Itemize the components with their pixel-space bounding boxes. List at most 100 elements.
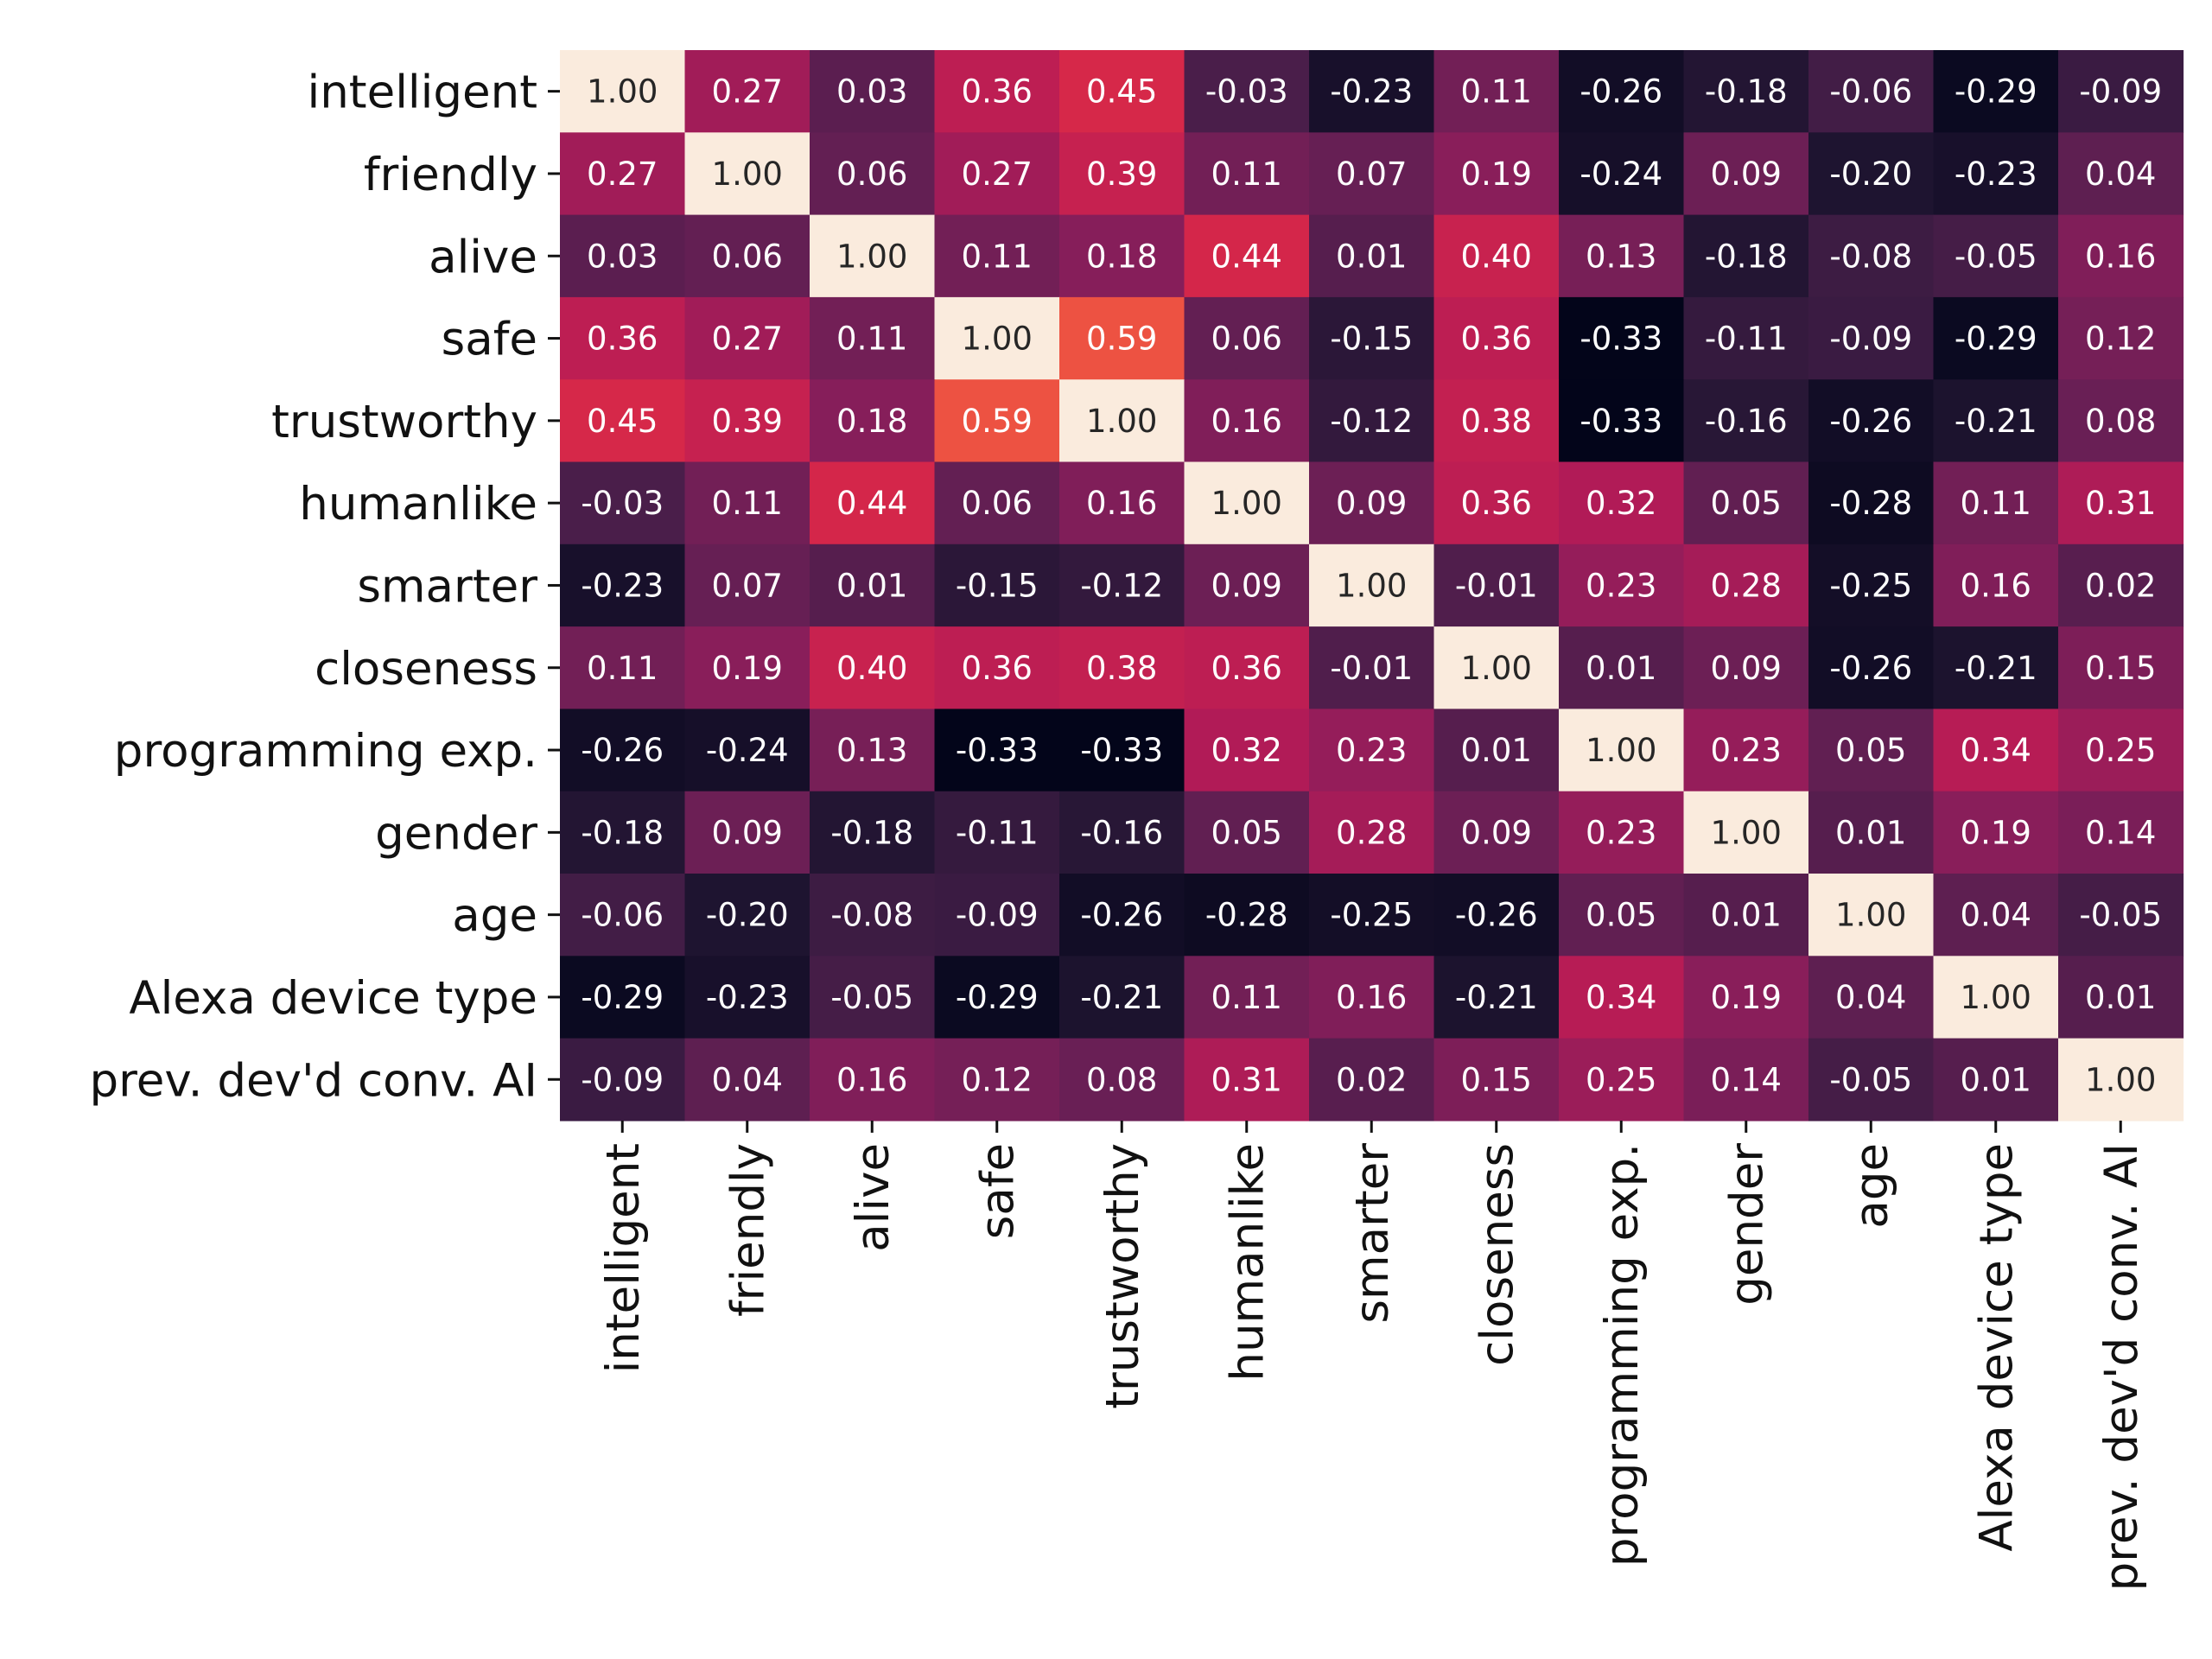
y-tick-label: intelligent bbox=[307, 67, 537, 119]
heatmap-cell bbox=[1059, 874, 1185, 957]
heatmap-cell bbox=[1683, 626, 1809, 709]
cell-value-label: 0.44 bbox=[1211, 238, 1282, 275]
heatmap-cell bbox=[1808, 791, 1935, 874]
heatmap-cell bbox=[1309, 956, 1435, 1039]
cell-value-label: 0.36 bbox=[1211, 650, 1282, 687]
cell-value-label: -0.06 bbox=[1829, 73, 1912, 111]
cell-value-label: 1.00 bbox=[1961, 979, 2031, 1016]
cell-value-label: -0.09 bbox=[956, 897, 1039, 934]
heatmap-cell bbox=[810, 543, 936, 627]
cell-value-label: -0.29 bbox=[956, 979, 1039, 1016]
heatmap-cell bbox=[1933, 296, 2059, 380]
cell-value-label: -0.25 bbox=[1330, 897, 1413, 934]
cell-value-label: -0.09 bbox=[581, 1061, 664, 1098]
cell-value-label: 0.23 bbox=[1711, 732, 1782, 769]
x-tick-label: age bbox=[1846, 1143, 1898, 1229]
cell-value-label: -0.21 bbox=[1455, 979, 1538, 1016]
cell-value-label: 0.38 bbox=[1086, 650, 1157, 687]
cell-value-label: 0.06 bbox=[1211, 321, 1282, 358]
cell-value-label: 0.09 bbox=[1711, 650, 1782, 687]
cell-value-label: 0.36 bbox=[1461, 485, 1532, 522]
heatmap-cell bbox=[1184, 1038, 1310, 1122]
heatmap-cell bbox=[1433, 543, 1560, 627]
heatmap-cell bbox=[1933, 1038, 2059, 1122]
cell-value-label: 0.59 bbox=[1086, 321, 1157, 358]
heatmap-cell bbox=[810, 50, 936, 133]
heatmap-cell bbox=[1559, 379, 1685, 463]
heatmap-cell bbox=[1683, 296, 1809, 380]
x-tick-label: Alexa device type bbox=[1971, 1143, 2024, 1552]
heatmap-cell bbox=[934, 626, 1060, 709]
heatmap-cell bbox=[1059, 626, 1185, 709]
heatmap-cell bbox=[1933, 874, 2059, 957]
heatmap-cell bbox=[1559, 626, 1685, 709]
cell-value-label: 0.09 bbox=[712, 814, 783, 851]
heatmap-cell bbox=[1433, 956, 1560, 1039]
cell-value-label: 1.00 bbox=[1461, 650, 1532, 687]
x-tick-label: programming exp. bbox=[1596, 1143, 1649, 1567]
cell-value-label: 0.06 bbox=[962, 485, 1033, 522]
cell-value-label: 1.00 bbox=[712, 156, 783, 193]
heatmap-cell bbox=[560, 379, 686, 463]
heatmap-cell bbox=[684, 874, 810, 957]
heatmap-cells bbox=[560, 50, 2184, 1122]
cell-value-label: 0.01 bbox=[1586, 650, 1656, 687]
heatmap-cell bbox=[1808, 874, 1935, 957]
y-tick-label: Alexa device type bbox=[129, 972, 537, 1025]
cell-value-label: -0.08 bbox=[830, 897, 913, 934]
heatmap-cell bbox=[810, 296, 936, 380]
cell-value-label: 0.01 bbox=[1461, 732, 1532, 769]
heatmap-cell bbox=[1559, 709, 1685, 792]
heatmap-cell bbox=[1933, 709, 2059, 792]
cell-value-label: 0.16 bbox=[1336, 979, 1407, 1016]
cell-value-label: 0.11 bbox=[1961, 485, 2031, 522]
heatmap-cell bbox=[1433, 709, 1560, 792]
heatmap-cell bbox=[2058, 132, 2184, 216]
cell-value-label: 0.19 bbox=[1461, 156, 1532, 193]
heatmap-cell bbox=[1559, 1038, 1685, 1122]
cell-value-label: 0.59 bbox=[962, 403, 1033, 440]
x-tick-label: intelligent bbox=[597, 1143, 650, 1374]
cell-value-label: -0.23 bbox=[1330, 73, 1413, 111]
heatmap-cell bbox=[934, 461, 1060, 545]
heatmap-cell bbox=[1808, 50, 1935, 133]
cell-value-label: 0.19 bbox=[1961, 814, 2031, 851]
heatmap-cell bbox=[1309, 296, 1435, 380]
cell-value-label: 0.02 bbox=[1336, 1061, 1407, 1098]
cell-value-label: -0.09 bbox=[2079, 73, 2162, 111]
heatmap-cell bbox=[1309, 709, 1435, 792]
cell-value-label: 0.25 bbox=[1586, 1061, 1656, 1098]
heatmap-cell bbox=[1808, 626, 1935, 709]
cell-value-label: 0.15 bbox=[1461, 1061, 1532, 1098]
heatmap-cell bbox=[1059, 50, 1185, 133]
cell-value-label: 0.23 bbox=[1586, 567, 1656, 604]
heatmap-cell bbox=[1683, 461, 1809, 545]
cell-value-label: 0.36 bbox=[962, 73, 1033, 111]
heatmap-cell bbox=[560, 709, 686, 792]
cell-value-label: 0.16 bbox=[1086, 485, 1157, 522]
cell-value-label: 0.11 bbox=[836, 321, 907, 358]
cell-value-label: 0.27 bbox=[962, 156, 1033, 193]
cell-value-label: 0.45 bbox=[587, 403, 658, 440]
heatmap-cell bbox=[1933, 50, 2059, 133]
cell-value-label: -0.05 bbox=[2079, 897, 2162, 934]
cell-value-label: -0.06 bbox=[581, 897, 664, 934]
cell-value-label: 0.34 bbox=[1961, 732, 2031, 769]
cell-value-label: 0.09 bbox=[1336, 485, 1407, 522]
x-tick-label: friendly bbox=[722, 1143, 775, 1317]
heatmap-cell bbox=[2058, 1038, 2184, 1122]
heatmap-cell bbox=[1309, 543, 1435, 627]
cell-value-label: -0.25 bbox=[1829, 567, 1912, 604]
heatmap-cell bbox=[1808, 379, 1935, 463]
cell-value-label: 0.39 bbox=[1086, 156, 1157, 193]
cell-value-label: -0.21 bbox=[1955, 403, 2037, 440]
cell-value-label: 0.23 bbox=[1336, 732, 1407, 769]
cell-value-label: 0.05 bbox=[1586, 897, 1656, 934]
heatmap-cell bbox=[1184, 543, 1310, 627]
cell-value-label: 0.07 bbox=[712, 567, 783, 604]
heatmap-cell bbox=[560, 626, 686, 709]
heatmap-cell bbox=[1933, 626, 2059, 709]
cell-value-label: 0.19 bbox=[712, 650, 783, 687]
heatmap-cell bbox=[1184, 296, 1310, 380]
heatmap-cell bbox=[1559, 956, 1685, 1039]
